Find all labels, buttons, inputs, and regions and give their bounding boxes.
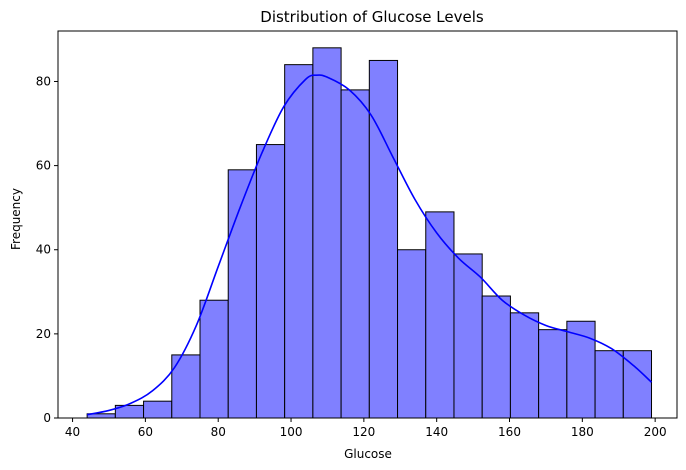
x-tick-label: 60 <box>138 425 153 439</box>
y-axis-label: Frequency <box>9 188 23 250</box>
axes <box>57 30 678 419</box>
histogram-bar <box>594 350 624 419</box>
histogram-bar <box>397 249 427 419</box>
chart-title: Distribution of Glucose Levels <box>260 8 484 26</box>
histogram-bar <box>368 59 399 419</box>
histogram-bar <box>509 312 540 419</box>
histogram-bars <box>86 47 653 419</box>
y-tick-label: 20 <box>36 327 51 341</box>
histogram-bar <box>538 329 568 419</box>
histogram-bar <box>425 211 455 419</box>
histogram-bar <box>340 89 370 419</box>
y-tick-label: 0 <box>43 411 51 425</box>
histogram-bar <box>312 47 342 419</box>
kde-curve-group <box>86 74 653 416</box>
y-tick-label: 60 <box>36 159 51 173</box>
histogram-bar <box>199 299 229 419</box>
y-tick-label: 40 <box>36 243 51 257</box>
x-axis-label: Glucose <box>344 447 392 461</box>
kde-curve-line <box>86 74 653 416</box>
x-tick-label: 80 <box>211 425 226 439</box>
histogram-bar <box>255 144 286 419</box>
histogram-bar <box>453 253 483 419</box>
histogram-bar <box>227 169 257 419</box>
histogram-bar <box>171 354 201 419</box>
x-tick-label: 120 <box>352 425 375 439</box>
histogram-bar <box>566 320 596 419</box>
y-axis-ticks: 0 20 40 60 80 <box>36 74 58 425</box>
x-tick-label: 200 <box>644 425 667 439</box>
histogram-bar <box>284 64 314 419</box>
x-tick-label: 160 <box>498 425 521 439</box>
x-tick-label: 100 <box>280 425 303 439</box>
histogram-bar <box>143 400 173 419</box>
y-tick-label: 80 <box>36 74 51 88</box>
x-axis-ticks: 40 60 80 100 120 140 160 180 200 <box>65 418 667 439</box>
histogram-bar <box>481 295 511 419</box>
plot-area-frame <box>57 30 678 419</box>
x-tick-label: 140 <box>425 425 448 439</box>
x-tick-label: 180 <box>571 425 594 439</box>
x-tick-label: 40 <box>65 425 80 439</box>
